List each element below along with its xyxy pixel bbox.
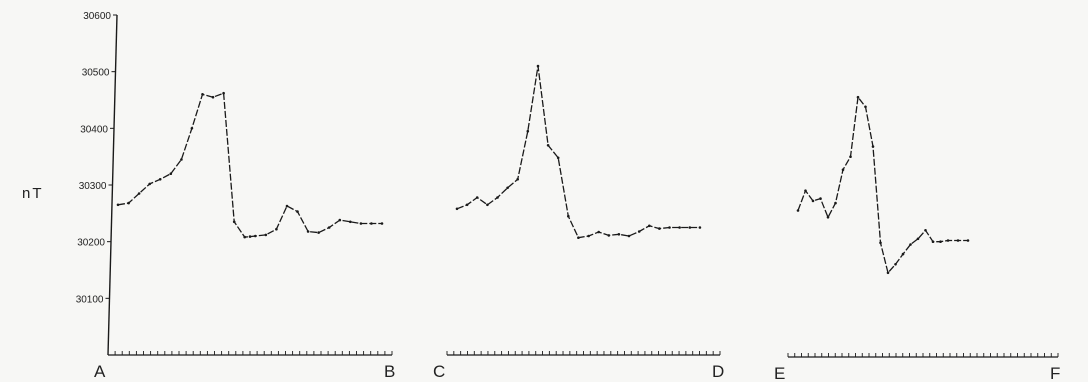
profile-3-end-label: F	[1050, 364, 1060, 382]
profile-2-point-21	[668, 226, 671, 229]
profile-1-point-0	[116, 203, 120, 207]
profile-1-point-11	[232, 220, 236, 224]
y-tick-label-1: 30200	[77, 238, 105, 249]
profile-2-point-2	[475, 196, 479, 199]
profile-2-point-6	[516, 178, 519, 181]
profile-2-point-0	[455, 207, 459, 211]
profile-3-point-11	[879, 241, 882, 245]
profile-2-point-17	[627, 234, 631, 238]
profile-2-point-4	[496, 196, 499, 199]
profile-2-end-label: D	[712, 362, 724, 381]
profile-3-point-14	[901, 252, 905, 256]
profile-1-point-6	[180, 158, 183, 161]
profile-2-point-8	[536, 64, 540, 68]
profile-3-point-18	[931, 240, 935, 243]
profile-1-point-13	[248, 235, 252, 238]
profile-2-line	[456, 65, 700, 239]
profile-3-point-16	[916, 237, 920, 241]
profile-2-point-22	[678, 226, 681, 229]
profile-2-point-5	[506, 186, 509, 190]
profile-3-line	[797, 96, 968, 274]
profile-2-point-1	[465, 203, 469, 207]
profile-1-point-26	[380, 222, 384, 225]
profile-3-point-20	[946, 239, 950, 242]
profile-1-point-18	[296, 210, 299, 213]
profile-1-point-2	[137, 192, 141, 195]
profile-3-point-1	[804, 189, 807, 192]
profile-1-point-8	[201, 93, 204, 96]
profile-1-point-17	[285, 204, 289, 208]
profile-3-point-2	[811, 199, 815, 203]
profile-2-point-14	[597, 230, 600, 234]
profile-3-point-13	[894, 263, 897, 266]
profile-1-point-22	[338, 218, 342, 222]
profile-1-point-21	[327, 226, 331, 229]
profile-1-point-15	[264, 233, 268, 237]
profile-2-point-12	[577, 236, 580, 239]
profile-3-point-4	[826, 216, 830, 219]
profile-2-point-9	[546, 144, 550, 147]
profile-2-point-13	[587, 234, 590, 238]
profile-2-point-18	[637, 230, 641, 233]
y-tick-label-4: 30500	[82, 68, 110, 79]
profile-3-point-12	[886, 271, 890, 275]
profile-3-point-9	[864, 105, 867, 109]
profile-3-point-17	[924, 229, 927, 232]
profile-1-point-1	[127, 201, 130, 205]
y-axis-label: nT	[22, 185, 44, 202]
profile-2-point-16	[617, 233, 621, 236]
profile-3-point-21	[956, 239, 960, 242]
profile-1-point-20	[317, 231, 320, 234]
profile-1-point-12	[243, 235, 246, 239]
profile-3-point-3	[819, 197, 822, 200]
profile-1-point-9	[211, 95, 215, 99]
y-tick-label-2: 30300	[79, 181, 107, 192]
profile-3-point-8	[856, 95, 860, 99]
profile-2-point-7	[526, 129, 530, 133]
profile-2-start-label: C	[433, 362, 445, 381]
y-tick-label-5: 30600	[83, 11, 111, 22]
profile-1-point-3	[148, 182, 151, 186]
profile-1-point-10	[222, 91, 225, 95]
profile-1-point-16	[275, 227, 278, 231]
profile-1-point-19	[306, 230, 310, 233]
profile-3-point-0	[796, 209, 800, 212]
profile-3-point-7	[849, 155, 852, 158]
profile-1-start-label: A	[94, 362, 106, 381]
profile-3-point-19	[939, 240, 942, 243]
y-axis: 30100 30200 30300 30400 30500 30600	[76, 11, 118, 356]
profile-2-point-10	[556, 156, 560, 160]
profile-2-point-11	[567, 214, 570, 218]
profile-3-point-5	[834, 201, 837, 205]
profile-2-point-23	[688, 226, 692, 229]
profile-1-point-23	[349, 220, 352, 224]
profile-3-point-22	[966, 239, 970, 242]
profile-1-point-25	[370, 222, 373, 225]
profile-2-point-20	[658, 227, 661, 230]
profile-1-line	[117, 92, 382, 238]
y-tick-label-0: 30100	[76, 294, 104, 305]
y-tick-label-3: 30400	[80, 124, 108, 135]
profile-1-point-4	[158, 178, 162, 181]
profile-3-point-10	[871, 145, 875, 148]
profile-1-point-5	[169, 172, 173, 175]
profile-1-end-label: B	[384, 362, 395, 381]
profile-1-point-7	[190, 127, 194, 130]
profile-3-point-15	[909, 243, 912, 246]
profile-3-start-label: E	[774, 364, 785, 382]
profile-2-point-15	[607, 234, 611, 237]
profile-2-point-24	[698, 226, 702, 229]
profile-1-point-14	[254, 234, 257, 238]
profile-2-point-19	[648, 224, 651, 228]
profile-1-point-24	[359, 222, 363, 225]
profile-2-point-3	[486, 203, 489, 207]
profile-3-point-6	[841, 168, 845, 171]
